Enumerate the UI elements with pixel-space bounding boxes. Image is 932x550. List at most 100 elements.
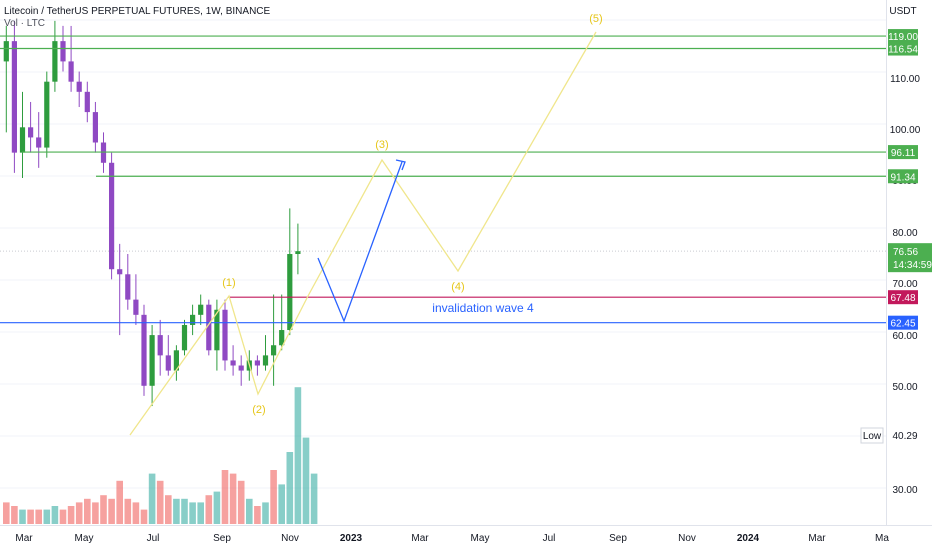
level-badge — [888, 29, 918, 44]
volume-bar — [181, 498, 188, 524]
volume-bar — [205, 495, 213, 524]
grid-lines — [0, 19, 886, 489]
wave-count-path — [129, 31, 597, 436]
candle-body — [92, 112, 98, 143]
last-price-badge — [888, 243, 932, 273]
candle-body — [44, 81, 50, 148]
candle-body — [198, 304, 204, 315]
level-badge-label: 119.00 — [888, 32, 918, 43]
level-badge — [888, 169, 918, 184]
projection-path — [317, 161, 403, 323]
level-badge-label: 96.11 — [891, 148, 916, 159]
candle-body — [133, 299, 139, 315]
wave-annotations: (1) (2) (3) (4) (5) invalidation wave 4 — [129, 13, 603, 436]
candle-body — [181, 324, 188, 351]
volume-bar — [100, 495, 107, 524]
y-tick-label: 80.00 — [892, 228, 917, 239]
volume-bar — [11, 506, 18, 524]
x-tick-label: May — [471, 533, 490, 544]
volume-bar — [67, 506, 75, 524]
level-badge — [888, 145, 918, 160]
candle-body — [28, 127, 34, 138]
candle-body — [222, 309, 228, 361]
y-tick-label: 60.00 — [892, 331, 917, 342]
x-tick-label: Sep — [609, 533, 627, 544]
candle-body — [84, 91, 90, 113]
volume-bar — [278, 484, 285, 524]
wave-label-5: (5) — [589, 13, 602, 25]
x-tick-label: Nov — [678, 533, 696, 544]
y-tick-label: 100.00 — [890, 125, 921, 136]
volume-bar — [173, 498, 180, 524]
y-tick-label: 50.00 — [892, 382, 917, 393]
volume-bar — [75, 502, 83, 524]
candle-body — [206, 304, 212, 351]
wave-label-2: (2) — [252, 404, 265, 416]
y-tick-label: 30.00 — [892, 485, 917, 496]
candle-body — [190, 314, 196, 325]
volume-bar — [270, 470, 277, 524]
volume-bar — [43, 509, 51, 524]
x-tick-label: Mar — [808, 533, 826, 544]
x-tick-label: May — [75, 533, 94, 544]
volume-bar — [197, 502, 204, 524]
axis-background — [886, 0, 932, 550]
volume-bar — [310, 473, 318, 524]
volume-bar — [221, 470, 229, 524]
volume-bar — [229, 473, 237, 524]
bar-countdown: 14:34:59 — [893, 260, 932, 271]
volume-bar — [165, 495, 172, 524]
y-tick-label: 110.00 — [890, 74, 920, 85]
price-axis: USDT110.00100.0090.0080.0070.0060.0050.0… — [860, 0, 932, 550]
candle-body — [165, 355, 171, 371]
wave-label-1: (1) — [222, 277, 235, 289]
x-tick-label: Nov — [281, 533, 299, 544]
volume-bar — [3, 502, 10, 524]
level-badge-label: 62.45 — [890, 319, 915, 330]
volume-bar — [19, 509, 26, 524]
candle-body — [141, 314, 147, 386]
volume-bar — [132, 502, 140, 524]
low-label: Low — [863, 431, 882, 442]
level-badge — [888, 41, 918, 56]
candle-body — [52, 41, 58, 82]
candle-body — [173, 350, 179, 371]
currency-label: USDT — [889, 6, 916, 17]
volume-bar — [124, 498, 132, 524]
level-badge-label: 116.54 — [888, 45, 918, 56]
candle-body — [36, 137, 42, 148]
volume-bar — [237, 480, 245, 524]
time-axis: Mar May Jul Sep Nov 2023 Mar May Jul Sep Nov 2024 Ma… — [0, 525, 932, 550]
candle-body — [254, 360, 260, 366]
candle-body — [295, 251, 301, 255]
volume-bar — [189, 502, 196, 524]
volume-bar — [246, 498, 253, 524]
candle-body — [238, 365, 244, 371]
x-tick-label: Jul — [543, 533, 556, 544]
time-axis-background — [0, 525, 932, 550]
candle-body — [76, 81, 82, 92]
candle-body — [19, 127, 26, 153]
level-badge — [888, 315, 918, 330]
candle-body — [109, 162, 115, 270]
volume-series — [3, 387, 318, 524]
wave-label-4: (4) — [451, 281, 464, 293]
x-tick-label: Mar — [411, 533, 429, 544]
level-badge — [888, 290, 918, 305]
volume-bar — [254, 506, 261, 524]
candle-body — [230, 360, 236, 366]
x-tick-label: Sep — [213, 533, 231, 544]
candle-series — [3, 20, 301, 407]
candle-body — [125, 274, 131, 300]
low-label-box — [860, 427, 884, 444]
volume-bar — [213, 491, 221, 524]
volume-bar — [108, 498, 115, 524]
x-tick-label: 2024 — [737, 533, 760, 544]
candle-body — [262, 355, 269, 366]
low-value: 40.29 — [892, 431, 917, 442]
invalidation-label: invalidation wave 4 — [432, 301, 534, 315]
volume-indicator-label: Vol · LTC — [4, 18, 45, 29]
candle-body — [279, 330, 285, 346]
